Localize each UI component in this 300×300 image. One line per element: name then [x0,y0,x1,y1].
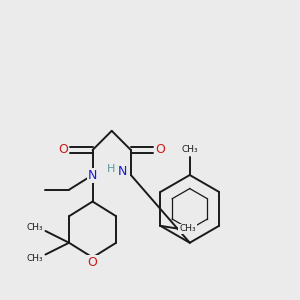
Text: O: O [58,143,68,157]
Text: CH₃: CH₃ [182,145,198,154]
Text: N: N [118,165,127,178]
Text: O: O [88,256,98,269]
Text: H: H [107,164,115,173]
Text: CH₃: CH₃ [179,224,196,233]
Text: O: O [155,143,165,157]
Text: CH₃: CH₃ [26,254,43,263]
Text: CH₃: CH₃ [26,223,43,232]
Text: N: N [88,169,97,182]
